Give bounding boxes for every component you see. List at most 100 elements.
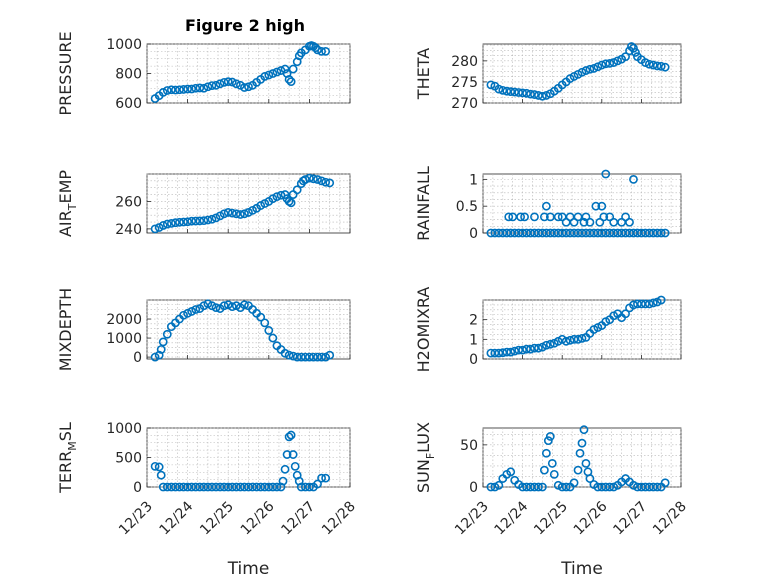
- data-point: [534, 482, 543, 492]
- data-point: [648, 60, 658, 70]
- data-point: [494, 348, 504, 358]
- data-point: [280, 464, 290, 474]
- data-point: [175, 217, 184, 227]
- data-point: [522, 88, 531, 98]
- y-axis-label: THETA: [414, 48, 433, 100]
- data-point: [278, 476, 288, 486]
- panel-terr_msl: 0 500 1000 12/23 12/24 12/25 12/26 12/27 12/28 Ti…: [56, 421, 359, 579]
- data-point: [627, 42, 636, 51]
- data-point: [541, 448, 551, 458]
- data-point: [179, 482, 188, 492]
- data-point: [561, 482, 571, 492]
- panel-air_temp: 240 260 AIRTEMP: [56, 170, 351, 238]
- data-point: [502, 347, 512, 357]
- data-point: [223, 482, 233, 492]
- data-point: [575, 448, 585, 458]
- data-point: [158, 221, 168, 230]
- data-point: [510, 87, 520, 97]
- x-tick-label: 12/23: [116, 499, 156, 539]
- x-tick-label: 12/26: [238, 498, 278, 538]
- data-point: [240, 300, 249, 310]
- data-point: [621, 52, 630, 62]
- data-point: [601, 59, 611, 69]
- data-point: [629, 300, 638, 310]
- y-tick-label: 2: [469, 313, 478, 329]
- data-point: [179, 217, 188, 227]
- data-point: [219, 209, 229, 219]
- x-tick-label: 12/27: [610, 499, 650, 539]
- data-point: [191, 305, 201, 314]
- x-tick-label: 12/25: [197, 499, 237, 539]
- data-point: [280, 64, 290, 74]
- data-point: [154, 462, 164, 472]
- data-point: [240, 482, 249, 492]
- data-point: [150, 352, 160, 362]
- data-point: [223, 300, 233, 310]
- data-point: [156, 345, 166, 354]
- data-point: [162, 219, 172, 229]
- data-point: [211, 482, 221, 492]
- data-point: [486, 80, 496, 90]
- data-point: [183, 308, 192, 318]
- data-point: [656, 228, 666, 238]
- data-point: [199, 482, 209, 492]
- data-point: [317, 176, 326, 186]
- data-point: [530, 343, 539, 353]
- data-point: [187, 84, 197, 94]
- y-tick-label: 0: [469, 480, 478, 496]
- data-point: [325, 178, 335, 188]
- data-point: [510, 346, 520, 356]
- data-point: [211, 80, 221, 90]
- data-point: [191, 83, 201, 93]
- data-point: [573, 465, 583, 475]
- data-point: [547, 458, 557, 468]
- data-point: [644, 299, 654, 309]
- x-tick-label: 12/24: [157, 498, 197, 538]
- data-point: [579, 425, 589, 435]
- data-point: [179, 85, 188, 94]
- data-point: [581, 458, 591, 468]
- y-axis-label: RAINFALL: [414, 166, 433, 241]
- data-point: [313, 175, 322, 184]
- data-point: [288, 64, 298, 74]
- data-point: [317, 473, 326, 483]
- data-point: [520, 212, 529, 222]
- data-point: [154, 350, 164, 360]
- data-point: [577, 333, 587, 343]
- y-tick-label: 0.5: [456, 199, 478, 215]
- y-tick-label: 260: [115, 194, 142, 210]
- data-point: [207, 214, 217, 224]
- figure-title: Figure 2 high: [185, 16, 305, 35]
- y-tick-label: 1: [469, 172, 478, 188]
- data-point: [585, 217, 595, 227]
- data-point: [162, 86, 172, 95]
- data-point: [175, 85, 184, 95]
- data-point: [286, 430, 296, 440]
- data-point: [256, 312, 266, 322]
- data-point: [156, 470, 166, 480]
- data-point: [207, 482, 217, 492]
- data-point: [231, 79, 241, 89]
- x-tick-label: 12/28: [319, 499, 359, 539]
- data-point: [231, 301, 241, 311]
- y-tick-label: 0: [469, 226, 478, 242]
- data-point: [321, 46, 331, 56]
- y-axis-label: TERRMSL: [56, 422, 79, 494]
- data-point: [288, 351, 298, 361]
- data-point: [526, 89, 535, 99]
- data-point: [286, 77, 296, 87]
- data-point: [296, 482, 306, 492]
- data-point: [543, 436, 553, 446]
- data-point: [591, 201, 601, 211]
- data-point: [183, 84, 192, 94]
- data-point: [162, 329, 172, 339]
- data-point: [183, 482, 192, 492]
- data-point: [203, 299, 213, 309]
- data-point: [325, 350, 335, 360]
- x-axis-label: Time: [227, 559, 270, 579]
- data-point: [286, 198, 296, 208]
- data-point: [539, 465, 549, 475]
- data-point: [581, 66, 591, 75]
- data-point: [313, 45, 322, 55]
- data-point: [304, 173, 314, 183]
